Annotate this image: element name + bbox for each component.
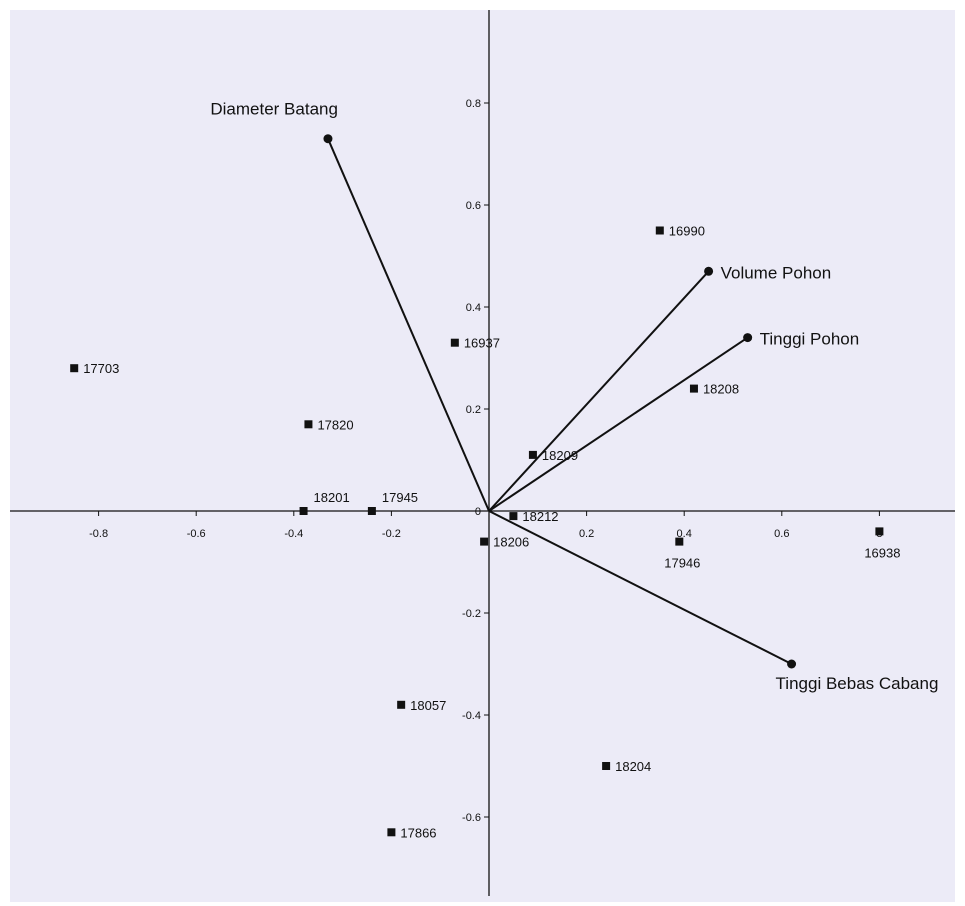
vectors: Diameter Batang Volume Pohon Tinggi Pohon T…	[210, 100, 938, 693]
point-label: 17946	[664, 556, 700, 571]
vector-line	[488, 270, 710, 512]
point-label: 18209	[542, 448, 578, 463]
paper-background	[10, 10, 955, 902]
point-marker	[528, 450, 537, 459]
point-marker	[304, 420, 313, 429]
point-marker	[875, 527, 884, 536]
y-tick-label: 0.4	[466, 302, 481, 314]
point-label: 18201	[314, 490, 350, 505]
x-tick-label: 0.2	[579, 528, 594, 540]
vector-line	[488, 510, 793, 665]
y-tick-label: 0.8	[466, 98, 481, 110]
x-tick-label: 0.6	[774, 528, 789, 540]
point-marker	[675, 537, 684, 546]
vector-label: Tinggi Bebas Cabang	[776, 674, 939, 693]
y-tick-label: 0.6	[466, 200, 481, 212]
point-label: 18208	[703, 382, 739, 397]
y-tick-label: -0.2	[462, 608, 481, 620]
axes: -0.8-0.6-0.4-0.20.20.40.680.80.60.40.20-…	[10, 10, 955, 896]
y-tick-label: -0.6	[462, 812, 481, 824]
point-label: 16990	[669, 224, 705, 239]
x-tick-label: -0.4	[284, 528, 303, 540]
vector-label: Volume Pohon	[721, 263, 832, 282]
y-tick-label: 0.2	[466, 404, 481, 416]
point-label: 17866	[400, 825, 436, 840]
point-marker	[397, 700, 406, 709]
x-tick-label: 0.4	[677, 528, 692, 540]
vector-endpoint	[787, 659, 797, 669]
point-marker	[450, 338, 459, 347]
point-marker	[70, 364, 79, 373]
point-marker	[367, 507, 376, 515]
point-marker	[602, 762, 611, 770]
vector-endpoint	[743, 333, 753, 343]
vector-line	[327, 138, 490, 512]
point-label: 18204	[615, 759, 651, 774]
point-label: 18057	[410, 698, 446, 713]
x-tick-label: -0.2	[382, 528, 401, 540]
x-tick-label: -0.8	[89, 528, 108, 540]
point-label: 17820	[317, 417, 353, 432]
point-marker	[689, 384, 698, 393]
vector-endpoint	[704, 266, 714, 276]
vector-line	[488, 336, 749, 512]
vector-label: Tinggi Pohon	[760, 330, 860, 349]
point-marker	[509, 512, 518, 521]
points: 17703 17820 18201 17945 16937 16990 18208 18209…	[70, 224, 900, 840]
point-marker	[387, 828, 396, 837]
x-tick-label: -0.6	[187, 528, 206, 540]
vector-label: Diameter Batang	[210, 100, 338, 119]
vector-endpoint	[323, 134, 333, 144]
point-label: 18212	[522, 509, 558, 524]
point-label: 18206	[493, 535, 529, 550]
point-label: 16938	[864, 545, 900, 560]
y-tick-label: -0.4	[462, 710, 481, 722]
point-marker	[655, 226, 664, 235]
point-label: 16937	[464, 336, 500, 351]
point-label: 17945	[382, 490, 418, 505]
y-tick-label: 0	[475, 506, 481, 518]
point-label: 17703	[83, 361, 119, 376]
point-marker	[480, 537, 489, 546]
point-marker	[299, 507, 308, 515]
